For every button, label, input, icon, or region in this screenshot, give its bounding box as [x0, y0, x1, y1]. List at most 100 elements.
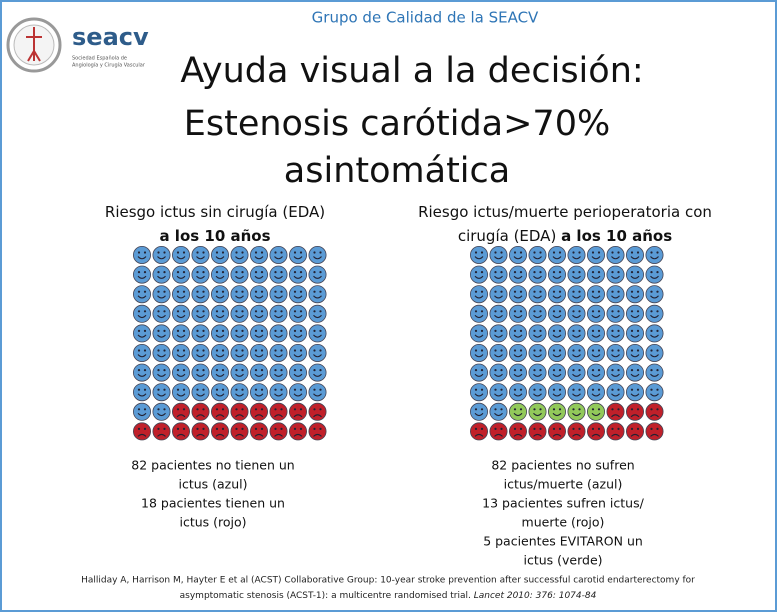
face	[132, 402, 151, 421]
face-icon	[308, 285, 327, 304]
eye	[260, 329, 264, 332]
heading-part: Riesgo ictus/muerte perioperatoria con	[418, 203, 712, 221]
face	[528, 285, 547, 304]
face-icon	[606, 422, 625, 441]
mouth	[650, 414, 659, 418]
mouth	[474, 393, 484, 397]
face-icon	[548, 245, 567, 264]
mouth	[630, 393, 640, 397]
face-icon	[152, 343, 171, 362]
face	[548, 402, 567, 421]
face-icon	[469, 422, 488, 441]
face-icon	[489, 343, 508, 362]
face	[288, 265, 307, 284]
face	[567, 383, 586, 402]
eye	[176, 271, 180, 274]
face	[626, 245, 645, 264]
eye	[137, 329, 141, 332]
mouth	[137, 275, 147, 279]
eye	[500, 408, 503, 411]
face-icon	[249, 343, 268, 362]
mouth	[513, 373, 523, 377]
eye	[163, 329, 166, 332]
eye	[221, 329, 225, 332]
mouth	[196, 433, 205, 437]
mouth	[215, 393, 225, 397]
eye	[313, 388, 316, 391]
eye	[235, 310, 238, 313]
mouth	[572, 275, 581, 279]
face	[249, 265, 268, 284]
face	[171, 343, 190, 362]
face	[469, 343, 488, 362]
mouth	[630, 373, 640, 377]
face-icon	[508, 422, 527, 441]
face-icon	[528, 402, 547, 421]
group-label: ictus/muerte (azul)	[504, 477, 623, 492]
eye	[630, 251, 634, 254]
eye	[656, 251, 659, 254]
mouth	[157, 433, 166, 437]
mouth	[533, 314, 542, 319]
mouth	[650, 373, 659, 377]
face-icon	[606, 245, 625, 264]
eye	[630, 310, 634, 313]
face	[548, 285, 567, 304]
mouth	[474, 334, 484, 338]
face	[308, 422, 327, 441]
eye	[519, 310, 523, 313]
mouth	[611, 275, 620, 279]
mouth	[215, 354, 225, 358]
face	[249, 422, 268, 441]
eye	[215, 271, 219, 274]
face-icon	[567, 245, 586, 264]
mouth	[293, 414, 303, 418]
eye	[636, 408, 640, 411]
mouth	[513, 334, 523, 338]
mouth	[215, 314, 225, 319]
face-icon	[132, 324, 151, 343]
mouth	[630, 256, 640, 260]
eye	[597, 310, 601, 313]
eye	[221, 388, 225, 391]
face	[288, 383, 307, 402]
eye	[558, 271, 562, 274]
face-icon	[152, 285, 171, 304]
eye	[539, 388, 542, 391]
eye	[196, 388, 199, 391]
eye	[274, 427, 277, 430]
eye	[254, 427, 258, 430]
face-icon	[191, 402, 210, 421]
mouth	[630, 275, 640, 279]
face-icon	[152, 383, 171, 402]
eye	[572, 427, 575, 430]
eye	[313, 290, 316, 293]
face	[606, 304, 625, 323]
mouth	[274, 314, 283, 319]
face	[269, 402, 288, 421]
face-icon	[249, 422, 268, 441]
mouth	[474, 314, 484, 319]
eye	[280, 388, 283, 391]
eye	[182, 427, 186, 430]
face-icon	[489, 265, 508, 284]
mouth	[293, 256, 303, 260]
face	[567, 363, 586, 382]
eye	[597, 427, 601, 430]
face	[528, 402, 547, 421]
mouth	[572, 412, 581, 417]
face-icon	[587, 285, 606, 304]
face-icon	[249, 285, 268, 304]
eye	[299, 290, 303, 293]
eye	[241, 290, 244, 293]
eye	[513, 388, 517, 391]
face-icon	[606, 324, 625, 343]
face	[587, 343, 606, 362]
eye	[280, 251, 283, 254]
face-icon	[308, 324, 327, 343]
face-icon	[288, 304, 307, 323]
citation: Lancet 2010: 376: 1074-84	[474, 591, 597, 601]
face-icon	[249, 383, 268, 402]
mouth	[494, 295, 503, 299]
face	[489, 245, 508, 264]
